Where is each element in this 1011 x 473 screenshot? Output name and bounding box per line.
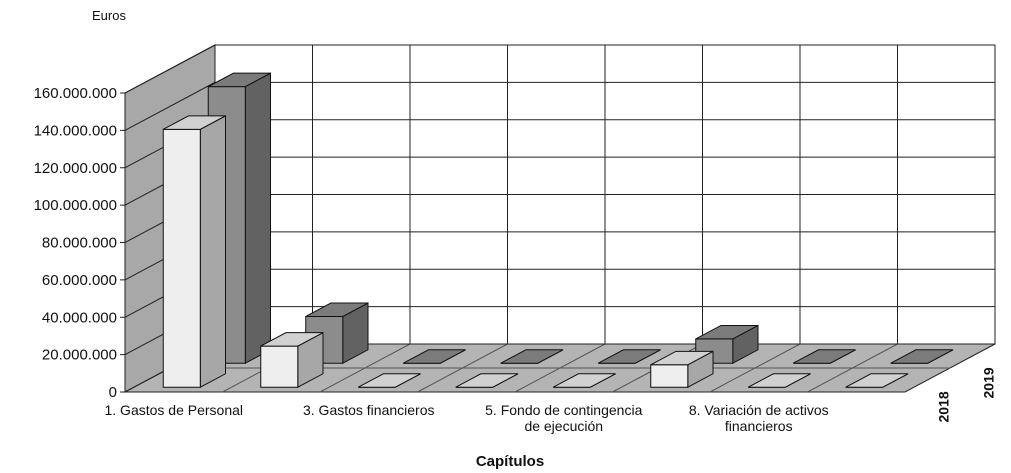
bar-front: [650, 364, 689, 388]
x-tick-label: 1. Gastos de Personal: [104, 402, 244, 418]
legend-label: 2018: [936, 391, 952, 422]
y-tick-label: 100.000.000: [34, 197, 117, 214]
y-tick-label: 40.000.000: [42, 309, 117, 326]
grid-line: [124, 44, 216, 94]
bar-top: [358, 373, 421, 388]
bar-top: [553, 373, 616, 388]
bar-top: [260, 332, 324, 347]
x-tick-label: 8. Variación de activos financieros: [688, 402, 829, 434]
bar: [455, 373, 519, 388]
bar: [845, 373, 909, 388]
bar-side: [199, 115, 226, 389]
x-axis-title: Capítulos: [476, 453, 544, 470]
bar: [695, 324, 759, 365]
y-tick-label: 20.000.000: [42, 347, 117, 364]
bar-top: [890, 349, 954, 364]
bar-top: [793, 349, 856, 364]
y-tick-label: 60.000.000: [42, 272, 117, 289]
y-tick-label: 140.000.000: [34, 122, 117, 139]
grid-line: [124, 81, 216, 131]
bar: [748, 373, 811, 388]
bar-front: [162, 128, 201, 388]
bar-top: [748, 373, 811, 388]
y-tick-label: 80.000.000: [42, 235, 117, 252]
bar: [598, 349, 661, 364]
y-axis-title: Euros: [92, 8, 126, 23]
bar-top: [305, 302, 369, 317]
bar-top: [455, 373, 519, 388]
bar-top: [403, 349, 466, 364]
x-tick-label: 3. Gastos financieros: [302, 402, 435, 418]
bar: [650, 350, 714, 389]
bar-side: [244, 72, 271, 365]
y-tick-label: 160.000.000: [34, 85, 117, 102]
bar-top: [845, 373, 909, 388]
bar: [500, 349, 564, 364]
bar: [890, 349, 954, 364]
legend-label: 2019: [981, 367, 997, 398]
y-tick-label: 0: [109, 384, 117, 401]
bar: [403, 349, 466, 364]
bar-top: [650, 350, 714, 366]
bar: [358, 373, 421, 388]
bar-front: [260, 345, 299, 388]
bar-top: [500, 349, 564, 364]
bar-top: [208, 72, 271, 88]
bar: [260, 331, 324, 389]
bar-top: [598, 349, 661, 364]
bar-top: [695, 324, 759, 340]
y-tick-label: 120.000.000: [34, 160, 117, 177]
bar: [162, 115, 226, 389]
bar: [553, 373, 616, 388]
x-tick-label: 5. Fondo de contingencia de ejecución: [485, 402, 643, 434]
bar: [793, 349, 856, 364]
bar-top: [163, 115, 226, 130]
